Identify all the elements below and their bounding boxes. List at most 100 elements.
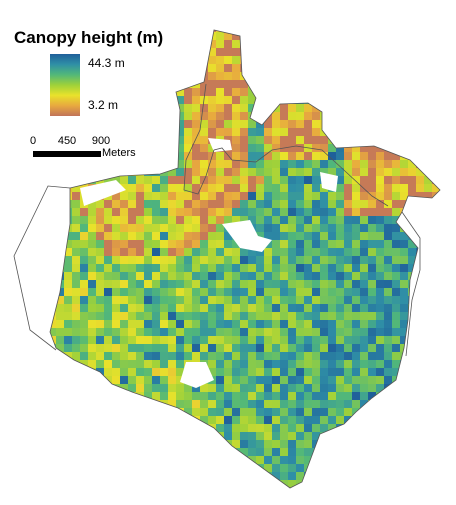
raster-cell	[264, 192, 272, 200]
raster-cell	[280, 464, 288, 472]
raster-cell	[112, 264, 120, 272]
raster-cell	[368, 152, 376, 160]
raster-cell	[376, 376, 384, 384]
raster-cell	[256, 352, 264, 360]
raster-cell	[216, 272, 224, 280]
raster-cell	[192, 128, 200, 136]
raster-cell	[208, 312, 216, 320]
raster-cell	[232, 144, 240, 152]
raster-cell	[304, 384, 312, 392]
raster-cell	[336, 296, 344, 304]
raster-cell	[104, 328, 112, 336]
raster-cell	[368, 256, 376, 264]
raster-cell	[264, 216, 272, 224]
raster-cell	[216, 304, 224, 312]
raster-cell	[240, 400, 248, 408]
raster-cell	[120, 344, 128, 352]
raster-cell	[360, 280, 368, 288]
raster-cell	[296, 232, 304, 240]
raster-cell	[368, 344, 376, 352]
raster-cell	[344, 152, 352, 160]
raster-cell	[272, 328, 280, 336]
raster-cell	[112, 256, 120, 264]
raster-cell	[136, 192, 144, 200]
raster-cell	[256, 152, 264, 160]
raster-cell	[280, 352, 288, 360]
raster-cell	[176, 376, 184, 384]
raster-cell	[312, 296, 320, 304]
no-data-gap	[320, 172, 338, 192]
raster-cell	[392, 352, 400, 360]
raster-cell	[352, 248, 360, 256]
raster-cell	[368, 160, 376, 168]
raster-cell	[320, 384, 328, 392]
raster-cell	[344, 160, 352, 168]
raster-cell	[224, 48, 232, 56]
raster-cell	[240, 96, 248, 104]
raster-cell	[360, 320, 368, 328]
raster-cell	[160, 184, 168, 192]
raster-cell	[368, 368, 376, 376]
raster-cell	[104, 320, 112, 328]
raster-cell	[296, 152, 304, 160]
raster-cell	[288, 456, 296, 464]
raster-cell	[232, 56, 240, 64]
raster-cell	[264, 224, 272, 232]
raster-cell	[232, 440, 240, 448]
scalebar-segment-1	[33, 151, 67, 157]
raster-cell	[296, 360, 304, 368]
raster-cell	[264, 368, 272, 376]
raster-cell	[192, 200, 200, 208]
raster-cell	[200, 128, 208, 136]
raster-cell	[56, 296, 64, 304]
raster-cell	[96, 232, 104, 240]
raster-cell	[176, 144, 184, 152]
raster-cell	[128, 264, 136, 272]
raster-cell	[168, 360, 176, 368]
raster-cell	[392, 160, 400, 168]
raster-cell	[192, 328, 200, 336]
raster-cell	[120, 280, 128, 288]
raster-cell	[312, 240, 320, 248]
raster-cell	[176, 168, 184, 176]
no-data-gap	[208, 138, 232, 152]
raster-cell	[112, 232, 120, 240]
raster-cell	[248, 344, 256, 352]
raster-cell	[152, 384, 160, 392]
raster-cell	[184, 408, 192, 416]
raster-cell	[120, 304, 128, 312]
raster-cell	[280, 216, 288, 224]
raster-cell	[280, 424, 288, 432]
raster-cell	[248, 368, 256, 376]
raster-cell	[272, 184, 280, 192]
raster-cell	[160, 248, 168, 256]
raster-cell	[248, 328, 256, 336]
raster-cell	[288, 136, 296, 144]
raster-cell	[368, 392, 376, 400]
raster-cell	[328, 328, 336, 336]
raster-cell	[264, 176, 272, 184]
raster-cell	[232, 128, 240, 136]
raster-cell	[248, 120, 256, 128]
raster-cell	[248, 168, 256, 176]
raster-cell	[240, 136, 248, 144]
raster-cell	[288, 248, 296, 256]
raster-cell	[64, 256, 72, 264]
raster-cell	[176, 208, 184, 216]
raster-cell	[160, 280, 168, 288]
raster-cell	[280, 160, 288, 168]
raster-cell	[80, 344, 88, 352]
raster-cell	[352, 176, 360, 184]
raster-cell	[296, 280, 304, 288]
raster-cell	[384, 368, 392, 376]
raster-cell	[368, 280, 376, 288]
raster-cell	[352, 160, 360, 168]
raster-cell	[216, 128, 224, 136]
raster-cell	[216, 336, 224, 344]
raster-cell	[224, 296, 232, 304]
raster-cell	[304, 192, 312, 200]
raster-cell	[112, 368, 120, 376]
raster-cell	[376, 192, 384, 200]
raster-cell	[112, 208, 120, 216]
